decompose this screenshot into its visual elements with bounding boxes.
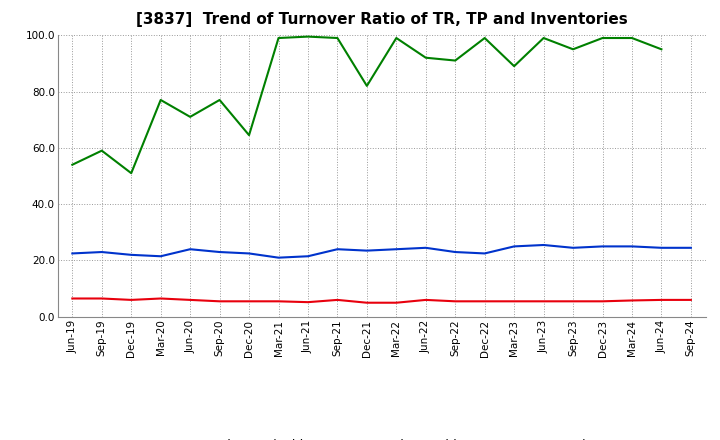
Trade Receivables	[657, 297, 666, 303]
Inventories	[186, 114, 194, 120]
Inventories	[97, 148, 106, 153]
Trade Receivables	[186, 297, 194, 303]
Trade Receivables	[451, 299, 459, 304]
Inventories	[480, 35, 489, 40]
Trade Receivables	[68, 296, 76, 301]
Trade Payables	[657, 245, 666, 250]
Trade Receivables	[156, 296, 165, 301]
Trade Receivables	[480, 299, 489, 304]
Inventories	[451, 58, 459, 63]
Trade Payables	[628, 244, 636, 249]
Inventories	[156, 97, 165, 103]
Trade Payables	[156, 253, 165, 259]
Trade Receivables	[598, 299, 607, 304]
Title: [3837]  Trend of Turnover Ratio of TR, TP and Inventories: [3837] Trend of Turnover Ratio of TR, TP…	[136, 12, 627, 27]
Trade Receivables	[245, 299, 253, 304]
Inventories	[539, 35, 548, 40]
Trade Receivables	[363, 300, 372, 305]
Line: Trade Receivables: Trade Receivables	[72, 298, 691, 303]
Trade Payables	[274, 255, 283, 260]
Inventories	[628, 35, 636, 40]
Inventories	[598, 35, 607, 40]
Trade Payables	[421, 245, 430, 250]
Trade Receivables	[628, 298, 636, 303]
Trade Payables	[97, 249, 106, 255]
Inventories	[304, 34, 312, 39]
Inventories	[68, 162, 76, 167]
Legend: Trade Receivables, Trade Payables, Inventories: Trade Receivables, Trade Payables, Inven…	[157, 434, 606, 440]
Trade Receivables	[539, 299, 548, 304]
Inventories	[127, 171, 135, 176]
Inventories	[215, 97, 224, 103]
Trade Payables	[480, 251, 489, 256]
Inventories	[333, 35, 342, 40]
Trade Payables	[68, 251, 76, 256]
Trade Payables	[598, 244, 607, 249]
Trade Payables	[510, 244, 518, 249]
Trade Receivables	[127, 297, 135, 303]
Trade Payables	[392, 246, 400, 252]
Trade Payables	[687, 245, 696, 250]
Trade Payables	[245, 251, 253, 256]
Trade Payables	[451, 249, 459, 255]
Inventories	[421, 55, 430, 60]
Inventories	[363, 83, 372, 88]
Inventories	[657, 47, 666, 52]
Trade Receivables	[510, 299, 518, 304]
Inventories	[245, 132, 253, 138]
Trade Receivables	[304, 300, 312, 305]
Inventories	[392, 35, 400, 40]
Line: Inventories: Inventories	[72, 37, 662, 173]
Trade Payables	[333, 246, 342, 252]
Trade Receivables	[215, 299, 224, 304]
Inventories	[569, 47, 577, 52]
Trade Receivables	[687, 297, 696, 303]
Trade Receivables	[274, 299, 283, 304]
Inventories	[274, 35, 283, 40]
Trade Receivables	[392, 300, 400, 305]
Trade Receivables	[97, 296, 106, 301]
Trade Payables	[304, 253, 312, 259]
Trade Payables	[215, 249, 224, 255]
Trade Payables	[363, 248, 372, 253]
Trade Payables	[539, 242, 548, 248]
Trade Payables	[186, 246, 194, 252]
Trade Payables	[127, 252, 135, 257]
Trade Receivables	[569, 299, 577, 304]
Trade Receivables	[421, 297, 430, 303]
Inventories	[510, 63, 518, 69]
Trade Receivables	[333, 297, 342, 303]
Line: Trade Payables: Trade Payables	[72, 245, 691, 258]
Trade Payables	[569, 245, 577, 250]
